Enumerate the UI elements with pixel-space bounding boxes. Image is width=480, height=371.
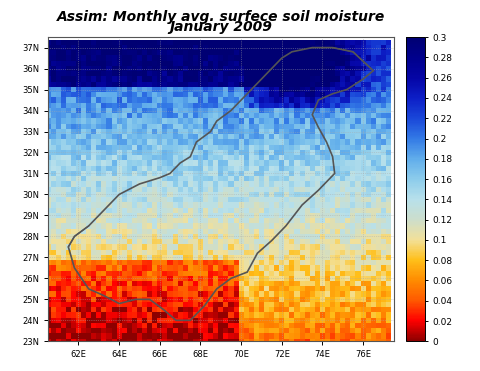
Text: January 2009: January 2009 — [169, 20, 272, 34]
Text: Assim: Monthly avg. surfece soil moisture: Assim: Monthly avg. surfece soil moistur… — [57, 10, 385, 24]
